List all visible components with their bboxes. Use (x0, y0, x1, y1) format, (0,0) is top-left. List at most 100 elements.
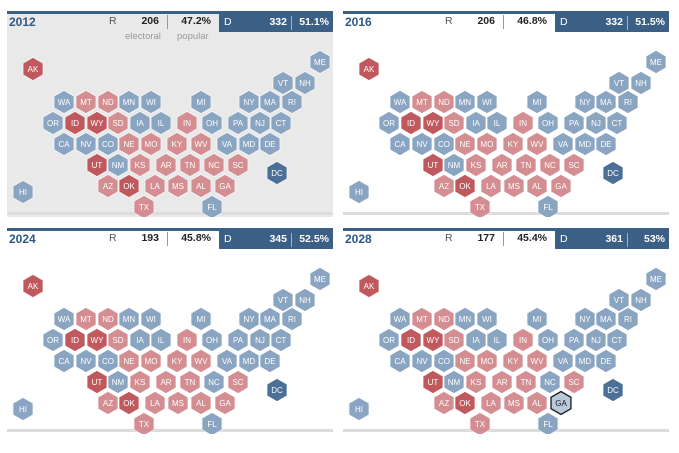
state-hex-ca[interactable]: CA (53, 349, 75, 373)
state-hex-or[interactable]: OR (378, 111, 400, 135)
panel-2012[interactable]: 2012 R 206 47.2% D 332 51.1% electoral popular AK… (7, 11, 333, 217)
state-hex-vt[interactable]: VT (272, 288, 294, 312)
state-hex-nv[interactable]: NV (411, 132, 433, 156)
state-hex-wi[interactable]: WI (476, 307, 498, 331)
state-hex-in[interactable]: IN (512, 111, 534, 135)
state-hex-nh[interactable]: NH (630, 288, 652, 312)
state-hex-tn[interactable]: TN (179, 370, 201, 394)
state-hex-nm[interactable]: NM (107, 153, 129, 177)
state-hex-nj[interactable]: NJ (585, 328, 607, 352)
state-hex-mi[interactable]: MI (526, 307, 548, 331)
state-hex-id[interactable]: ID (64, 111, 86, 135)
state-hex-tx[interactable]: TX (469, 412, 491, 435)
state-hex-ri[interactable]: RI (617, 307, 639, 331)
state-hex-fl[interactable]: FL (201, 195, 223, 218)
state-hex-mn[interactable]: MN (454, 307, 476, 331)
state-hex-ok[interactable]: OK (118, 174, 140, 198)
state-hex-wi[interactable]: WI (140, 307, 162, 331)
state-hex-tx[interactable]: TX (469, 195, 491, 218)
state-hex-ky[interactable]: KY (502, 132, 524, 156)
state-hex-ks[interactable]: KS (465, 370, 487, 394)
state-hex-me[interactable]: ME (309, 267, 331, 291)
state-hex-la[interactable]: LA (480, 174, 502, 198)
state-hex-hi[interactable]: HI (12, 397, 34, 421)
state-hex-or[interactable]: OR (42, 111, 64, 135)
state-hex-ak[interactable]: AK (358, 274, 380, 298)
state-hex-md[interactable]: MD (574, 349, 596, 373)
state-hex-tn[interactable]: TN (515, 153, 537, 177)
state-hex-mi[interactable]: MI (190, 307, 212, 331)
state-hex-mn[interactable]: MN (118, 90, 140, 114)
state-hex-ma[interactable]: MA (259, 307, 281, 331)
state-hex-ky[interactable]: KY (166, 132, 188, 156)
state-hex-nc[interactable]: NC (539, 153, 561, 177)
state-hex-sc[interactable]: SC (563, 153, 585, 177)
state-hex-ny[interactable]: NY (238, 90, 260, 114)
state-hex-az[interactable]: AZ (97, 174, 119, 198)
state-hex-ky[interactable]: KY (502, 349, 524, 373)
state-hex-co[interactable]: CO (97, 132, 119, 156)
state-hex-ny[interactable]: NY (238, 307, 260, 331)
state-hex-ma[interactable]: MA (595, 307, 617, 331)
state-hex-dc[interactable]: DC (602, 161, 624, 185)
state-hex-ms[interactable]: MS (167, 174, 189, 198)
state-hex-md[interactable]: MD (238, 349, 260, 373)
state-hex-ga[interactable]: GA (550, 390, 572, 416)
state-hex-de[interactable]: DE (595, 349, 617, 373)
state-hex-ut[interactable]: UT (422, 153, 444, 177)
state-hex-tx[interactable]: TX (133, 195, 155, 218)
state-hex-dc[interactable]: DC (266, 378, 288, 402)
state-hex-ia[interactable]: IA (465, 328, 487, 352)
state-hex-il[interactable]: IL (150, 328, 172, 352)
state-hex-ne[interactable]: NE (118, 132, 140, 156)
state-hex-ms[interactable]: MS (167, 391, 189, 415)
state-hex-nh[interactable]: NH (294, 288, 316, 312)
state-hex-ne[interactable]: NE (454, 349, 476, 373)
state-hex-in[interactable]: IN (512, 328, 534, 352)
state-hex-nm[interactable]: NM (107, 370, 129, 394)
state-hex-ms[interactable]: MS (503, 391, 525, 415)
state-hex-vt[interactable]: VT (272, 71, 294, 95)
state-hex-or[interactable]: OR (378, 328, 400, 352)
state-hex-or[interactable]: OR (42, 328, 64, 352)
state-hex-wa[interactable]: WA (53, 90, 75, 114)
state-hex-co[interactable]: CO (97, 349, 119, 373)
state-hex-wy[interactable]: WY (422, 111, 444, 135)
state-hex-nc[interactable]: NC (203, 370, 225, 394)
state-hex-id[interactable]: ID (64, 328, 86, 352)
state-hex-ca[interactable]: CA (53, 132, 75, 156)
state-hex-ar[interactable]: AR (155, 370, 177, 394)
state-hex-ca[interactable]: CA (389, 132, 411, 156)
state-hex-ct[interactable]: CT (606, 328, 628, 352)
state-hex-me[interactable]: ME (645, 50, 667, 74)
state-hex-md[interactable]: MD (238, 132, 260, 156)
state-hex-mo[interactable]: MO (476, 349, 498, 373)
state-hex-nh[interactable]: NH (630, 71, 652, 95)
state-hex-wv[interactable]: WV (526, 349, 548, 373)
state-hex-ct[interactable]: CT (606, 111, 628, 135)
state-hex-oh[interactable]: OH (537, 111, 559, 135)
state-hex-mt[interactable]: MT (411, 307, 433, 331)
state-hex-il[interactable]: IL (486, 111, 508, 135)
state-hex-dc[interactable]: DC (602, 378, 624, 402)
state-hex-co[interactable]: CO (433, 349, 455, 373)
state-hex-oh[interactable]: OH (537, 328, 559, 352)
state-hex-ia[interactable]: IA (465, 111, 487, 135)
state-hex-az[interactable]: AZ (433, 174, 455, 198)
state-hex-nj[interactable]: NJ (249, 328, 271, 352)
state-hex-wi[interactable]: WI (476, 90, 498, 114)
state-hex-vt[interactable]: VT (608, 288, 630, 312)
state-hex-oh[interactable]: OH (201, 111, 223, 135)
state-hex-az[interactable]: AZ (97, 391, 119, 415)
state-hex-ne[interactable]: NE (118, 349, 140, 373)
state-hex-la[interactable]: LA (144, 391, 166, 415)
state-hex-ia[interactable]: IA (129, 111, 151, 135)
state-hex-va[interactable]: VA (216, 349, 238, 373)
state-hex-nv[interactable]: NV (75, 349, 97, 373)
state-hex-hi[interactable]: HI (12, 180, 34, 204)
state-hex-ri[interactable]: RI (281, 90, 303, 114)
state-hex-wv[interactable]: WV (190, 132, 212, 156)
state-hex-ks[interactable]: KS (465, 153, 487, 177)
state-hex-wv[interactable]: WV (190, 349, 212, 373)
state-hex-tx[interactable]: TX (133, 412, 155, 435)
